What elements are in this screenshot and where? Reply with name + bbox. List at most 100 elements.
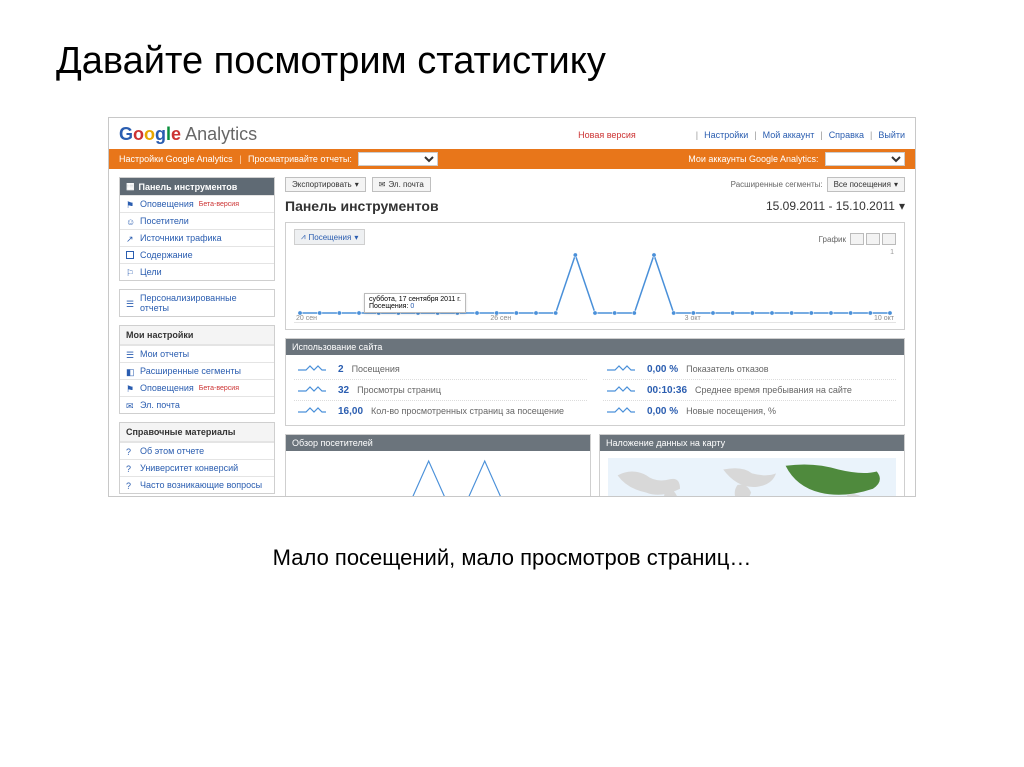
visits-chart-panel: ⩘ Посещения ▾ График [285, 222, 905, 330]
logout-link[interactable]: Выйти [878, 130, 905, 140]
y-axis-max: 1 [890, 249, 894, 256]
question-icon: ? [126, 464, 135, 473]
doc-icon: ☰ [126, 350, 135, 359]
view-week-button[interactable] [866, 233, 880, 245]
sparkline-icon [294, 362, 330, 376]
brand-bar: Google Analytics Новая версия | Настройк… [109, 118, 915, 149]
world-map [608, 457, 896, 497]
sidebar-traffic[interactable]: ↗ Источники трафика [120, 229, 274, 246]
alert-icon: ⚑ [126, 200, 135, 209]
sparkline-icon [603, 404, 639, 418]
main-content: Экспортировать ▾ ✉ Эл. почта Расширенные… [285, 177, 905, 497]
help-university[interactable]: ? Университет конверсий [120, 459, 274, 476]
metric-label: Новые посещения, % [686, 406, 776, 416]
question-icon: ? [126, 447, 135, 456]
sidebar-custom-reports[interactable]: ☰ Персонализированные отчеты [120, 290, 274, 316]
metric-label: Показатель отказов [686, 364, 768, 374]
mail-icon: ✉ [126, 401, 135, 410]
my-account-link[interactable]: Мой аккаунт [763, 130, 815, 140]
adv-segments[interactable]: ◧ Расширенные сегменты [120, 362, 274, 379]
site-usage-head: Использование сайта [292, 342, 382, 352]
map-overlay-panel: Наложение данных на карту [599, 434, 905, 497]
email-button[interactable]: ✉ Эл. почта [372, 177, 431, 192]
email-setting[interactable]: ✉ Эл. почта [120, 396, 274, 413]
account-select[interactable] [825, 152, 905, 166]
metric-value: 2 [338, 364, 344, 375]
sidebar-alerts[interactable]: ⚑ Оповещения Бета-версия [120, 195, 274, 212]
slide-caption: Мало посещений, мало просмотров страниц… [56, 545, 968, 571]
new-version-link[interactable]: Новая версия [578, 130, 636, 140]
metric-label: Кол-во просмотренных страниц за посещени… [371, 406, 564, 416]
help-link[interactable]: Справка [829, 130, 864, 140]
metric-value: 0,00 % [647, 364, 678, 375]
sparkline-icon [294, 383, 330, 397]
mail-icon: ✉ [379, 180, 386, 189]
site-usage-panel: Использование сайта 2 Посещения 32Просмотр… [285, 338, 905, 426]
date-range-picker[interactable]: 15.09.2011 - 15.10.2011 ▾ [766, 199, 905, 213]
x-tick-label: 20 сен [296, 315, 317, 322]
metric-row[interactable]: 00:10:36 Среднее время пребывания на сайт… [603, 380, 896, 401]
chevron-down-icon: ▾ [354, 233, 358, 242]
grid-icon: ▦ [126, 181, 135, 192]
view-month-button[interactable] [882, 233, 896, 245]
metric-value: 00:10:36 [647, 385, 687, 396]
sparkline-icon [294, 404, 330, 418]
map-overlay-head: Наложение данных на карту [606, 438, 725, 448]
sidebar-content[interactable]: Содержание [120, 246, 274, 263]
x-tick-label: 10 окт [874, 315, 894, 322]
metric-tab-visits[interactable]: ⩘ Посещения ▾ [294, 229, 365, 245]
my-reports[interactable]: ☰ Мои отчеты [120, 345, 274, 362]
sidebar: ▦ Панель инструментов ⚑ Оповещения Бета-… [119, 177, 275, 497]
sparkline-icon [603, 383, 639, 397]
help-faq[interactable]: ? Часто возникающие вопросы [120, 476, 274, 493]
dashboard-nav[interactable]: ▦ Панель инструментов [120, 178, 274, 195]
visitors-overview-head: Обзор посетителей [292, 438, 373, 448]
google-analytics-logo: Google Analytics [119, 124, 257, 145]
x-tick-label: 3 окт [685, 315, 701, 322]
x-tick-label: 26 сен [490, 315, 511, 322]
slide-title: Давайте посмотрим статистику [56, 40, 968, 83]
metric-label: Просмотры страниц [357, 385, 441, 395]
metric-row[interactable]: 16,00 Кол-во просмотренных страниц за пос… [294, 401, 587, 421]
segments-label: Расширенные сегменты: [731, 180, 823, 189]
content-icon [126, 251, 135, 260]
visits-line-chart: 1 суббота, 17 сентября 2011 г. Посещения… [294, 249, 896, 323]
settings-link[interactable]: Настройки [704, 130, 748, 140]
graph-label: График [819, 235, 846, 244]
view-reports-label: Просматривайте отчеты: [248, 154, 352, 164]
metric-label: Среднее время пребывания на сайте [695, 385, 852, 395]
alert-icon: ⚑ [126, 384, 135, 393]
person-icon: ☺ [126, 217, 135, 226]
ga-settings-link[interactable]: Настройки Google Analytics [119, 154, 233, 164]
segments-dropdown[interactable]: Все посещения ▾ [827, 177, 905, 192]
metric-row[interactable]: 0,00 % Показатель отказов [603, 359, 896, 380]
report-profile-select[interactable] [358, 152, 438, 166]
chevron-down-icon: ▾ [899, 199, 905, 213]
analytics-screenshot: Google Analytics Новая версия | Настройк… [108, 117, 916, 497]
help-about[interactable]: ? Об этом отчете [120, 442, 274, 459]
chevron-down-icon: ▾ [355, 180, 359, 189]
sidebar-visitors[interactable]: ☺ Посетители [120, 212, 274, 229]
chart-tooltip: суббота, 17 сентября 2011 г. Посещения: … [364, 293, 466, 313]
metric-value: 16,00 [338, 406, 363, 417]
export-button[interactable]: Экспортировать ▾ [285, 177, 366, 192]
metric-row[interactable]: 0,00 % Новые посещения, % [603, 401, 896, 421]
help-head: Справочные материалы [120, 423, 274, 442]
chevron-down-icon: ▾ [894, 180, 898, 189]
sparkline-icon [603, 362, 639, 376]
view-day-button[interactable] [850, 233, 864, 245]
traffic-icon: ↗ [126, 234, 135, 243]
alerts-setting[interactable]: ⚑ Оповещения Бета-версия [120, 379, 274, 396]
metric-label: Посещения [352, 364, 400, 374]
top-links: | Настройки| Мой аккаунт| Справка| Выйти [696, 130, 905, 140]
my-settings-head: Мои настройки [120, 326, 274, 345]
sparkline-icon: ⩘ [301, 232, 306, 242]
segment-icon: ◧ [126, 367, 135, 376]
question-icon: ? [126, 481, 135, 490]
metric-row[interactable]: 2 Посещения [294, 359, 587, 380]
metric-row[interactable]: 32Просмотры страниц [294, 380, 587, 401]
sidebar-goals[interactable]: ⚐ Цели [120, 263, 274, 280]
report-icon: ☰ [126, 299, 135, 308]
metric-value: 0,00 % [647, 406, 678, 417]
nav-bar: Настройки Google Analytics | Просматрива… [109, 149, 915, 169]
